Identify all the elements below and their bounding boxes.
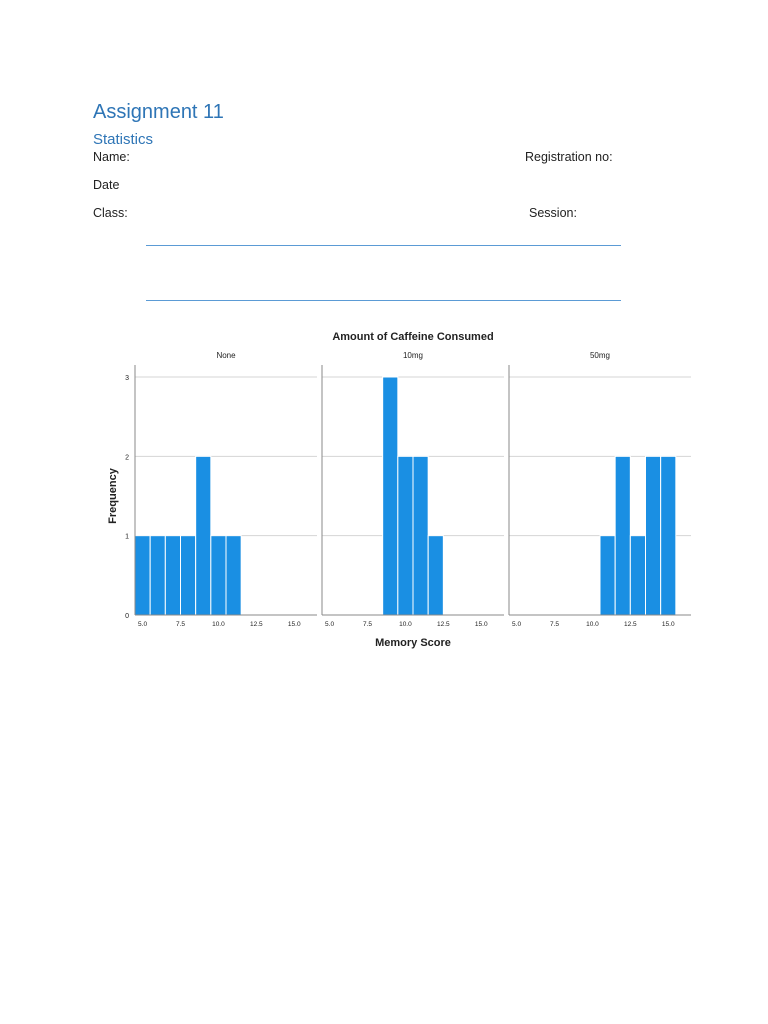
y-axis-label: Frequency xyxy=(107,467,119,524)
histogram-bar xyxy=(210,535,227,616)
histogram-bar xyxy=(614,455,631,616)
x-tick-label: 7.5 xyxy=(550,621,559,628)
x-tick-label: 7.5 xyxy=(363,621,372,628)
histogram-bar xyxy=(645,455,662,616)
panel-label: 50mg xyxy=(590,351,610,360)
histogram-bar xyxy=(599,535,616,616)
histogram-bar xyxy=(180,535,197,616)
y-tick-label: 3 xyxy=(125,375,129,382)
histogram-bar xyxy=(382,376,399,616)
histogram-bar xyxy=(164,535,181,616)
histogram-bar xyxy=(427,535,444,616)
histogram-bar xyxy=(629,535,646,616)
registration-label: Registration no: xyxy=(525,150,613,164)
x-tick-label: 5.0 xyxy=(138,621,147,628)
horizontal-rule xyxy=(146,300,621,301)
x-tick-label: 15.0 xyxy=(662,621,675,628)
horizontal-rule xyxy=(146,245,621,246)
histogram-bar xyxy=(225,535,242,616)
document-subtitle: Statistics xyxy=(93,131,154,148)
histogram-bar xyxy=(397,455,414,616)
histogram-bar xyxy=(195,455,212,616)
y-tick-label: 2 xyxy=(125,454,129,461)
x-tick-label: 10.0 xyxy=(399,621,412,628)
y-tick-label: 1 xyxy=(125,534,129,541)
x-tick-label: 5.0 xyxy=(512,621,521,628)
name-label: Name: xyxy=(93,150,130,164)
x-tick-label: 15.0 xyxy=(475,621,488,628)
histogram-bar xyxy=(149,535,166,616)
x-tick-label: 12.5 xyxy=(624,621,637,628)
panel-label: 10mg xyxy=(403,351,423,360)
histogram-bar xyxy=(134,535,151,616)
chart-title: Amount of Caffeine Consumed xyxy=(332,331,493,343)
x-tick-label: 5.0 xyxy=(325,621,334,628)
y-tick-label: 0 xyxy=(125,613,129,620)
class-label: Class: xyxy=(93,206,128,220)
panel-label: None xyxy=(216,351,236,360)
x-tick-label: 10.0 xyxy=(586,621,599,628)
x-tick-label: 10.0 xyxy=(212,621,225,628)
x-tick-label: 12.5 xyxy=(250,621,263,628)
histogram-chart: Amount of Caffeine Consumed Memory Score… xyxy=(107,331,691,649)
session-label: Session: xyxy=(529,206,577,220)
date-label: Date xyxy=(93,178,120,192)
document-title: Assignment 11 xyxy=(93,101,224,123)
x-tick-label: 12.5 xyxy=(437,621,450,628)
histogram-bar xyxy=(660,455,677,616)
x-tick-label: 15.0 xyxy=(288,621,301,628)
x-axis-label: Memory Score xyxy=(375,637,451,649)
x-tick-label: 7.5 xyxy=(176,621,185,628)
histogram-bar xyxy=(412,455,429,616)
